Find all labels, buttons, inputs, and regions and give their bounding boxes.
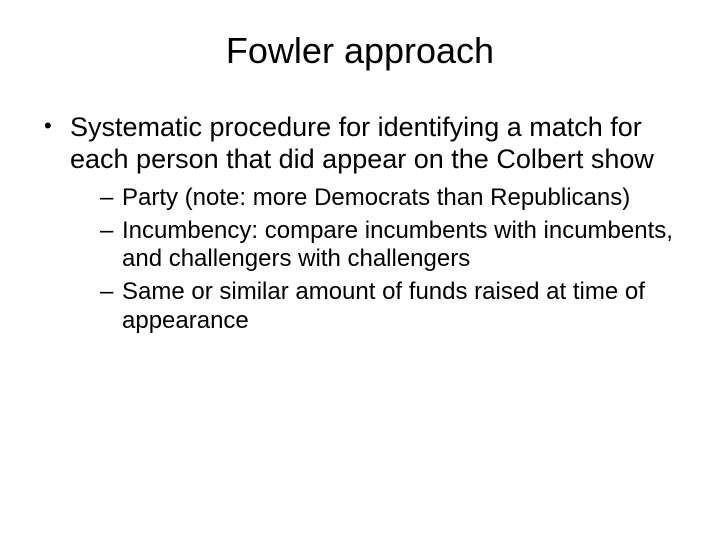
list-item: Party (note: more Democrats than Republi… [100, 184, 680, 213]
bullet-list-level2: Party (note: more Democrats than Republi… [70, 184, 680, 336]
bullet-text: Systematic procedure for identifying a m… [70, 112, 654, 174]
bullet-text: Party (note: more Democrats than Republi… [122, 184, 630, 211]
bullet-text: Incumbency: compare incumbents with incu… [122, 217, 673, 273]
slide-title: Fowler approach [40, 30, 680, 72]
list-item: Systematic procedure for identifying a m… [40, 112, 680, 336]
list-item: Incumbency: compare incumbents with incu… [100, 217, 680, 275]
bullet-text: Same or similar amount of funds raised a… [122, 278, 645, 334]
slide: Fowler approach Systematic procedure for… [0, 0, 720, 540]
slide-body: Systematic procedure for identifying a m… [40, 112, 680, 336]
bullet-list-level1: Systematic procedure for identifying a m… [40, 112, 680, 336]
list-item: Same or similar amount of funds raised a… [100, 278, 680, 336]
